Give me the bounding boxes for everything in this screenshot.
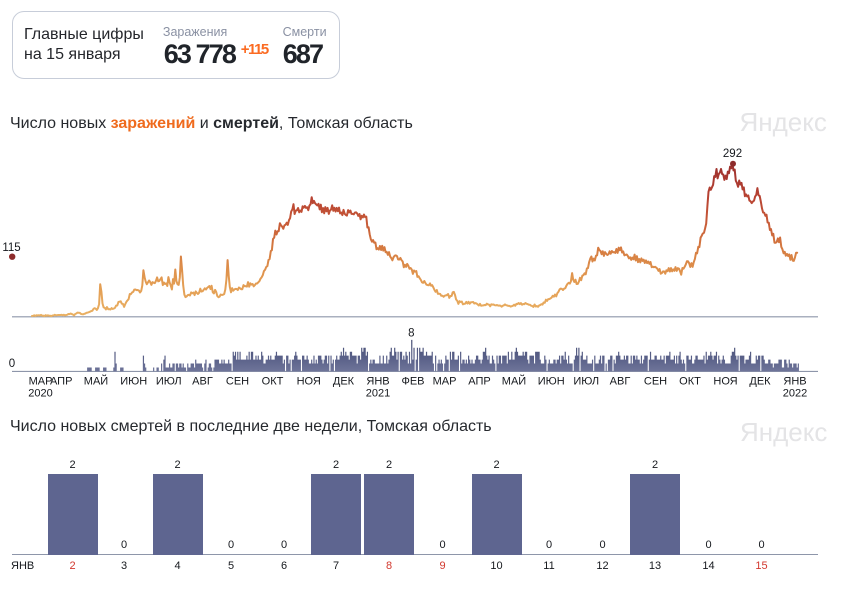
- svg-text:292: 292: [723, 148, 742, 160]
- svg-text:СЕН: СЕН: [226, 375, 249, 387]
- svg-text:АПР: АПР: [50, 375, 72, 387]
- svg-text:0: 0: [9, 358, 15, 370]
- svg-text:ИЮН: ИЮН: [120, 375, 147, 387]
- svg-text:ДЕК: ДЕК: [333, 375, 355, 387]
- svg-text:ОКТ: ОКТ: [679, 375, 701, 387]
- svg-text:2020: 2020: [28, 387, 52, 399]
- svg-text:МАЙ: МАЙ: [84, 374, 108, 387]
- svg-text:ИЮН: ИЮН: [538, 375, 565, 387]
- svg-text:МАР: МАР: [433, 375, 457, 387]
- svg-text:ИЮЛ: ИЮЛ: [573, 375, 599, 387]
- svg-text:НОЯ: НОЯ: [297, 375, 321, 387]
- svg-text:ДЕК: ДЕК: [749, 375, 771, 387]
- svg-text:ОКТ: ОКТ: [262, 375, 284, 387]
- svg-text:СЕН: СЕН: [644, 375, 667, 387]
- svg-text:ЯНВ: ЯНВ: [783, 375, 806, 387]
- svg-text:АВГ: АВГ: [610, 375, 631, 387]
- svg-text:ЯНВ: ЯНВ: [366, 375, 389, 387]
- svg-text:ИЮЛ: ИЮЛ: [156, 375, 182, 387]
- svg-text:ФЕВ: ФЕВ: [401, 375, 424, 387]
- svg-text:8: 8: [408, 328, 414, 340]
- svg-text:115: 115: [2, 242, 20, 254]
- svg-text:НОЯ: НОЯ: [713, 375, 737, 387]
- svg-text:АПР: АПР: [468, 375, 490, 387]
- svg-text:МАЙ: МАЙ: [502, 374, 526, 387]
- svg-text:АВГ: АВГ: [192, 375, 213, 387]
- svg-text:МАР: МАР: [29, 375, 53, 387]
- svg-text:2021: 2021: [366, 387, 390, 399]
- svg-text:2022: 2022: [783, 387, 807, 399]
